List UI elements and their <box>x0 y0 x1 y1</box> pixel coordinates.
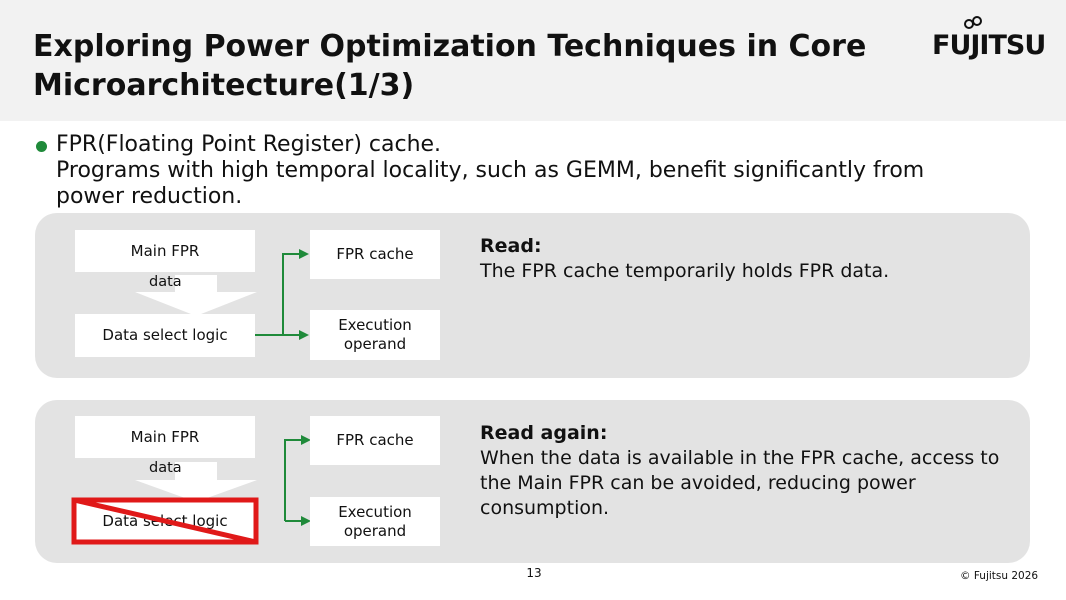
panel-description: The FPR cache temporarily holds FPR data… <box>480 260 890 282</box>
dataflow-diagram <box>135 249 309 340</box>
down-arrow-shape <box>135 462 257 502</box>
bullet-line: FPR(Floating Point Register) cache. <box>56 132 442 157</box>
logo-wordmark: FUJITSU <box>932 30 1046 61</box>
disabled-cross-mark <box>71 497 259 545</box>
main-fpr-box: Main FPR <box>75 230 255 272</box>
panel-heading: Read again: <box>480 422 608 444</box>
arrowhead <box>301 516 311 526</box>
bullet-line: power reduction. <box>56 184 243 209</box>
connector-line <box>284 439 303 521</box>
infinity-loop-icon <box>964 16 982 29</box>
execution-operand-line: Execution <box>338 316 412 334</box>
cross-outline <box>71 497 259 545</box>
arrowhead <box>299 249 309 259</box>
arrowhead <box>299 330 309 340</box>
copyright-notice: © Fujitsu 2026 <box>960 570 1039 582</box>
panel-heading: Read: <box>480 235 542 257</box>
fpr-cache-box: FPR cache <box>310 230 440 279</box>
execution-operand-line: Execution <box>338 502 412 521</box>
down-arrow-shape <box>135 275 257 316</box>
arrowhead <box>301 435 311 445</box>
execution-operand-box: Execution operand <box>310 497 440 546</box>
page-number: 13 <box>526 566 542 580</box>
execution-operand-line: operand <box>343 521 407 540</box>
data-select-logic-box: Data select logic <box>75 314 255 357</box>
panel-description: When the data is available in the FPR ca… <box>480 447 1000 519</box>
connector-line <box>255 253 301 336</box>
dataflow-diagram <box>135 435 311 526</box>
fujitsu-logo: FUJITSU <box>932 16 1046 66</box>
bullet-line: Programs with high temporal locality, su… <box>56 158 925 183</box>
read-panel: Main FPR data Data select logic FPR cach… <box>35 213 1030 378</box>
bullet-dot-icon <box>36 141 47 152</box>
title-bar <box>0 0 1066 121</box>
execution-operand-box: Execution operand <box>310 310 440 360</box>
read-again-panel: Main FPR data Data select logic FPR cach… <box>35 400 1030 563</box>
slide-title: Exploring Power Optimization Techniques … <box>33 29 867 103</box>
data-label: data <box>149 274 182 290</box>
data-label: data <box>149 460 182 476</box>
main-fpr-box: Main FPR <box>75 416 255 458</box>
fpr-cache-box: FPR cache <box>310 416 440 465</box>
execution-operand-line: operand <box>343 335 407 353</box>
cross-diagonal <box>73 497 257 545</box>
